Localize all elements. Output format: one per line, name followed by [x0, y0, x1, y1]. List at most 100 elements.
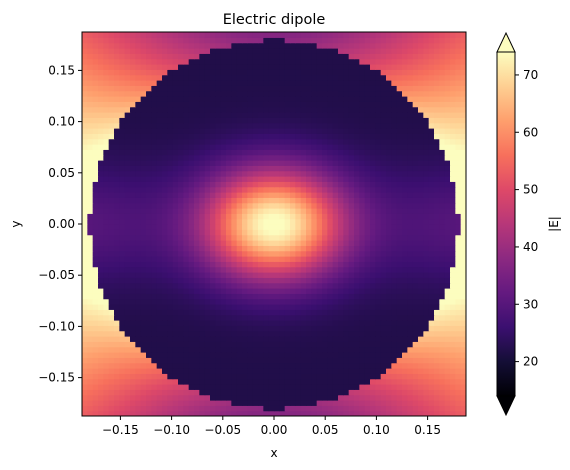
heatmap-cell: [354, 304, 360, 310]
heatmap-cell: [300, 341, 307, 348]
heatmap-cell: [130, 138, 136, 145]
heatmap-cell: [460, 90, 466, 97]
heatmap-cell: [354, 85, 360, 92]
heatmap-cell: [92, 266, 99, 273]
heatmap-cell: [279, 320, 286, 326]
heatmap-cell: [98, 250, 104, 257]
heatmap-cell: [455, 325, 462, 332]
heatmap-cell: [359, 293, 366, 300]
heatmap-cell: [322, 394, 328, 401]
heatmap-cell: [87, 229, 94, 236]
heatmap-cell: [103, 42, 110, 49]
heatmap-cell: [268, 336, 275, 342]
heatmap-cell: [103, 74, 110, 81]
heatmap-cell: [279, 336, 286, 342]
heatmap-cell: [119, 410, 126, 416]
heatmap-cell: [418, 170, 424, 177]
heatmap-cell: [391, 58, 398, 65]
heatmap-cell: [199, 320, 206, 326]
heatmap-cell: [396, 277, 403, 284]
heatmap-cell: [194, 394, 200, 401]
heatmap-cell: [380, 266, 387, 273]
heatmap-cell: [434, 394, 440, 401]
heatmap-cell: [119, 229, 126, 236]
heatmap-cell: [268, 320, 275, 326]
heatmap-cell: [140, 213, 147, 220]
heatmap-cell: [178, 250, 184, 257]
heatmap-cell: [460, 304, 466, 310]
heatmap-cell: [98, 314, 104, 321]
heatmap-cell: [316, 293, 323, 300]
heatmap-cell: [279, 69, 286, 76]
heatmap-cell: [82, 245, 88, 252]
heatmap-cell: [402, 224, 408, 230]
heatmap-cell: [188, 309, 195, 316]
heatmap-cell: [284, 144, 291, 150]
heatmap-cell: [396, 298, 403, 305]
heatmap-cell: [140, 336, 147, 342]
heatmap-cell: [130, 410, 136, 416]
heatmap-cell: [274, 48, 280, 54]
heatmap-cell: [295, 170, 302, 177]
heatmap-cell: [215, 298, 222, 305]
heatmap-cell: [247, 138, 254, 145]
heatmap-cell: [242, 256, 248, 262]
heatmap-cell: [151, 80, 158, 86]
heatmap-cell: [98, 117, 104, 124]
heatmap-cell: [295, 80, 302, 86]
heatmap-cell: [343, 298, 350, 305]
heatmap-cell: [364, 149, 371, 156]
heatmap-cell: [108, 272, 115, 278]
heatmap-cell: [322, 362, 328, 369]
heatmap-cell: [306, 74, 312, 81]
heatmap-cell: [236, 117, 243, 124]
heatmap-cell: [343, 202, 350, 209]
heatmap-cell: [295, 256, 302, 262]
heatmap-cell: [274, 160, 280, 166]
heatmap-cell: [423, 405, 430, 412]
heatmap-cell: [274, 250, 280, 257]
heatmap-cell: [300, 144, 307, 150]
heatmap-cell: [402, 277, 408, 284]
heatmap-cell: [162, 229, 168, 236]
heatmap-cell: [156, 330, 163, 337]
heatmap-cell: [359, 304, 366, 310]
heatmap-cell: [338, 234, 344, 241]
heatmap-cell: [124, 160, 131, 166]
heatmap-cell: [226, 197, 232, 204]
heatmap-cell: [428, 266, 435, 273]
heatmap-cell: [332, 213, 339, 220]
heatmap-cell: [322, 101, 328, 108]
heatmap-cell: [210, 240, 216, 246]
heatmap-cell: [338, 314, 344, 321]
heatmap-cell: [226, 101, 232, 108]
heatmap-cell: [444, 149, 451, 156]
heatmap-cell: [311, 90, 318, 97]
heatmap-cell: [146, 197, 152, 204]
heatmap-cell: [455, 149, 462, 156]
heatmap-cell: [396, 202, 403, 209]
heatmap-cell: [348, 208, 355, 214]
heatmap-cell: [450, 325, 456, 332]
heatmap-cell: [268, 154, 275, 161]
heatmap-cell: [108, 378, 115, 385]
heatmap-cell: [231, 170, 238, 177]
heatmap-cell: [156, 224, 163, 230]
heatmap-cell: [284, 181, 291, 188]
heatmap-cell: [274, 346, 280, 353]
heatmap-cell: [151, 101, 158, 108]
heatmap-cell: [332, 336, 339, 342]
heatmap-cell: [146, 245, 152, 252]
heatmap-cell: [124, 384, 131, 390]
heatmap-cell: [236, 373, 243, 380]
heatmap-cell: [418, 58, 424, 65]
heatmap-cell: [220, 53, 227, 60]
heatmap-cell: [236, 149, 243, 156]
heatmap-cell: [338, 282, 344, 289]
heatmap-cell: [380, 373, 387, 380]
heatmap-cell: [124, 293, 131, 300]
heatmap-cell: [124, 298, 131, 305]
heatmap-cell: [284, 277, 291, 284]
heatmap-cell: [119, 181, 126, 188]
heatmap-cell: [140, 154, 147, 161]
